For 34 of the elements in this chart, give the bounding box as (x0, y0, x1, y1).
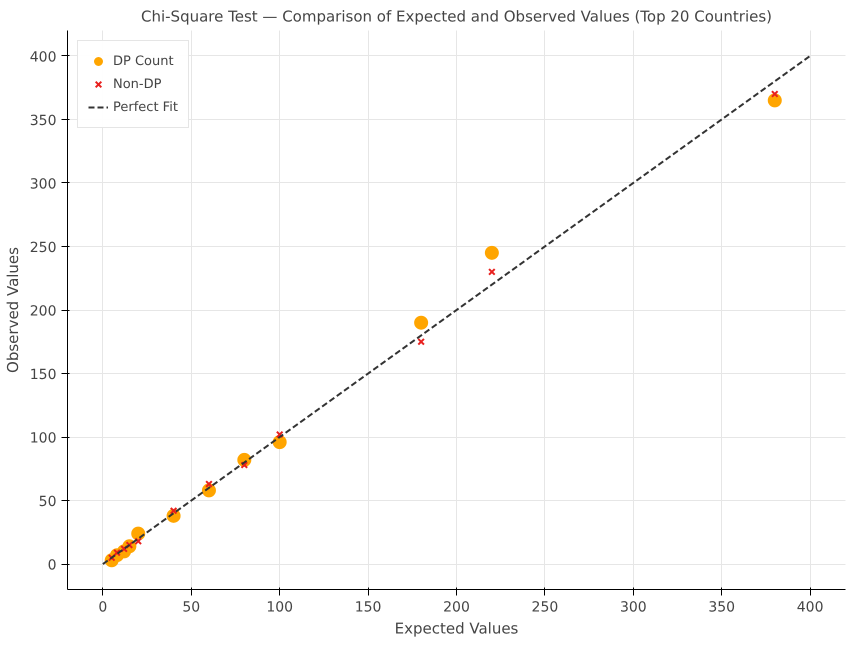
point (170, 506, 178, 515)
x-axis-title: Expected Values (394, 620, 519, 638)
y-tick-label: 0 (48, 558, 57, 574)
x-tick-label: 50 (182, 600, 200, 616)
x-tick-label: 350 (708, 600, 736, 616)
y-tick-label: 100 (30, 430, 57, 447)
y-tick-label: 200 (30, 304, 57, 320)
legend-label: DP Count (113, 54, 174, 68)
point (414, 316, 428, 330)
point (276, 430, 284, 438)
y-tick-label: 50 (38, 494, 57, 510)
x-tick-label: 200 (443, 600, 470, 616)
x-tick-label: 400 (796, 600, 824, 616)
y-tick-label: 150 (30, 367, 57, 384)
x-tick-label: 100 (266, 600, 294, 616)
legend-label: Non-DP (113, 76, 162, 92)
x-tick-label: 300 (620, 600, 647, 616)
point (205, 480, 213, 488)
y-tick-label: 300 (30, 176, 57, 192)
y-tick-label: 400 (30, 49, 57, 66)
chart-title: Chi-Square Test — Comparison of Expected and Observed Values (Top 20 Countries) (140, 8, 772, 26)
legend-label: Perfect Fit (113, 100, 178, 114)
y-tick-label: 250 (30, 240, 57, 256)
point (484, 246, 499, 260)
point (134, 537, 142, 546)
y-axis-title: Observed Values (4, 246, 22, 373)
x-tick-label: 0 (98, 600, 108, 616)
point (770, 90, 779, 98)
point (488, 268, 496, 276)
x-tick-label: 150 (354, 600, 382, 616)
y-tick-label: 350 (30, 112, 57, 129)
point (240, 461, 248, 469)
x-tick-label: 250 (532, 600, 558, 616)
point (417, 338, 425, 346)
